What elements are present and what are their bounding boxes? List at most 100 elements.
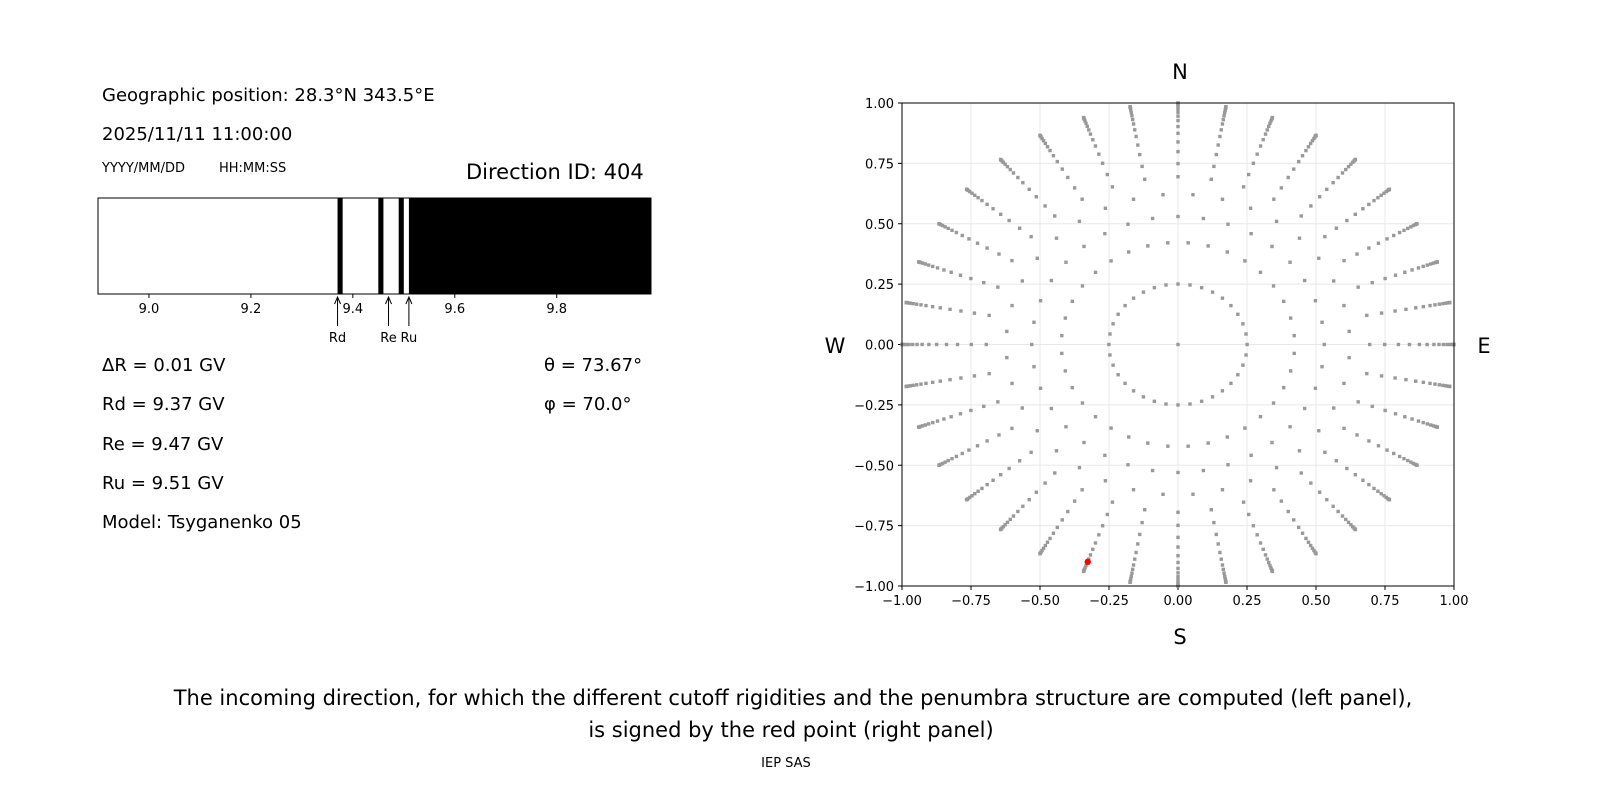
direction-point <box>1027 497 1031 502</box>
x-tick-label: 0.25 <box>1233 594 1262 609</box>
direction-point <box>997 433 1001 437</box>
direction-point <box>930 380 935 385</box>
direction-point <box>1176 574 1180 579</box>
direction-point <box>1387 187 1392 191</box>
direction-point <box>1129 111 1134 115</box>
direction-point <box>1340 171 1345 175</box>
ru-value: Ru = 9.51 GV <box>102 473 224 494</box>
direction-point <box>1008 517 1012 522</box>
direction-point <box>1176 149 1180 154</box>
direction-point <box>1251 524 1256 528</box>
direction-point <box>1130 114 1134 118</box>
direction-point <box>1310 546 1315 550</box>
direction-point <box>1206 441 1210 445</box>
direction-point <box>1191 492 1195 496</box>
compass-south: S <box>1173 625 1186 649</box>
credit: IEP SAS <box>761 756 811 771</box>
direction-point <box>1105 172 1110 177</box>
direction-point <box>1342 426 1346 431</box>
direction-point <box>976 489 980 493</box>
direction-point <box>1448 300 1452 305</box>
direction-point <box>1314 133 1318 138</box>
direction-point <box>1229 303 1233 308</box>
direction-point <box>1034 490 1039 494</box>
direction-point <box>1251 161 1256 165</box>
direction-point <box>1140 520 1144 525</box>
direction-point <box>1029 450 1033 455</box>
direction-point <box>1060 333 1064 338</box>
direction-point <box>1164 283 1168 287</box>
direction-point <box>1317 195 1322 199</box>
direction-point <box>1441 383 1445 388</box>
direction-point <box>1108 332 1112 336</box>
direction-point <box>1306 145 1311 149</box>
x-tick-label: 9.8 <box>546 302 567 317</box>
direction-point <box>915 342 919 347</box>
direction-point <box>1367 202 1371 207</box>
direction-point <box>934 342 939 347</box>
direction-point <box>1066 509 1070 514</box>
direction-point <box>1300 531 1305 535</box>
direction-point <box>1214 532 1218 537</box>
y-tick-label: 0.25 <box>865 278 894 293</box>
direction-point <box>1164 402 1168 406</box>
direction-point <box>1038 386 1043 390</box>
direction-point <box>1292 518 1296 522</box>
direction-point <box>1346 164 1351 169</box>
direction-point <box>1053 471 1057 475</box>
direction-point <box>1176 545 1180 549</box>
direction-point <box>915 383 919 387</box>
direction-point <box>1010 303 1014 308</box>
rd-value: Rd = 9.37 GV <box>102 394 225 415</box>
direction-point <box>1103 479 1108 483</box>
direction-point <box>1116 373 1120 377</box>
direction-point <box>1176 110 1180 115</box>
direction-point <box>1133 557 1137 561</box>
direction-point <box>1263 553 1268 557</box>
selected-direction-point <box>1084 558 1091 566</box>
x-tick-label: 9.6 <box>444 302 465 317</box>
direction-point <box>1286 175 1290 180</box>
direction-point <box>1334 459 1339 463</box>
direction-point <box>967 448 971 452</box>
direction-point <box>1382 494 1386 498</box>
direction-point <box>1243 259 1247 263</box>
direction-point <box>1201 216 1206 221</box>
direction-point <box>1356 285 1360 289</box>
direction-point <box>1070 299 1074 304</box>
direction-point <box>1005 164 1010 169</box>
direction-point <box>1176 131 1180 135</box>
direction-point <box>1272 197 1276 201</box>
direction-point <box>1269 566 1273 570</box>
direction-point <box>1070 385 1074 390</box>
direction-point <box>1392 451 1396 456</box>
direction-point <box>969 342 973 347</box>
x-tick-label: 1.00 <box>1440 594 1469 609</box>
direction-point <box>1431 424 1436 428</box>
x-tick-label: 9.4 <box>342 302 363 317</box>
direction-point <box>1279 499 1284 503</box>
direction-point <box>1066 175 1070 180</box>
direction-point <box>1376 444 1381 448</box>
direction-point <box>1279 186 1284 190</box>
direction-point <box>1080 488 1084 492</box>
direction-point <box>1421 264 1425 269</box>
direction-point <box>1355 433 1359 437</box>
direction-point <box>1108 353 1112 357</box>
direction-point <box>1222 574 1227 578</box>
direction-point <box>1448 384 1452 389</box>
direction-point <box>1282 385 1286 390</box>
direction-point <box>1043 204 1047 208</box>
direction-point <box>1428 303 1432 308</box>
compass-north: N <box>1172 60 1188 84</box>
direction-point <box>1152 399 1157 404</box>
direction-point <box>1176 214 1180 219</box>
direction-point <box>1435 260 1440 264</box>
direction-point <box>1011 514 1016 518</box>
direction-point <box>1302 278 1307 283</box>
direction-point <box>1064 260 1068 264</box>
direction-point <box>1143 508 1147 512</box>
direction-point <box>1379 374 1384 378</box>
direction-point <box>1309 204 1313 208</box>
y-tick-label: −0.75 <box>854 520 894 535</box>
